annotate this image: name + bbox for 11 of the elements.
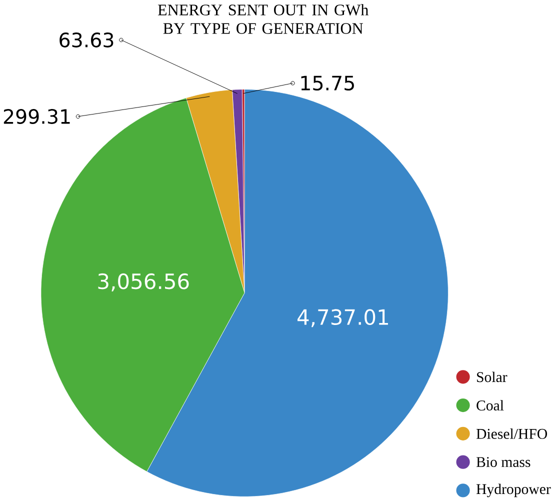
data-label: 299.31 [4,108,70,124]
legend-label: Diesel/HFO [476,428,548,439]
legend-label: Hydropower [476,484,551,498]
data-label: 63.63 [60,32,114,48]
legend-label: Solar [477,372,508,382]
data-label: 3,056.56 [98,273,189,292]
legend-label: Coal [476,400,504,410]
data-label: 4,737.01 [298,309,388,328]
chart-title: ENERGY SENT OUT IN GWh BY TYPE OF GENERATION [158,4,368,34]
legend-label: Bio mass [476,456,530,467]
data-label: 15.75 [301,76,354,90]
